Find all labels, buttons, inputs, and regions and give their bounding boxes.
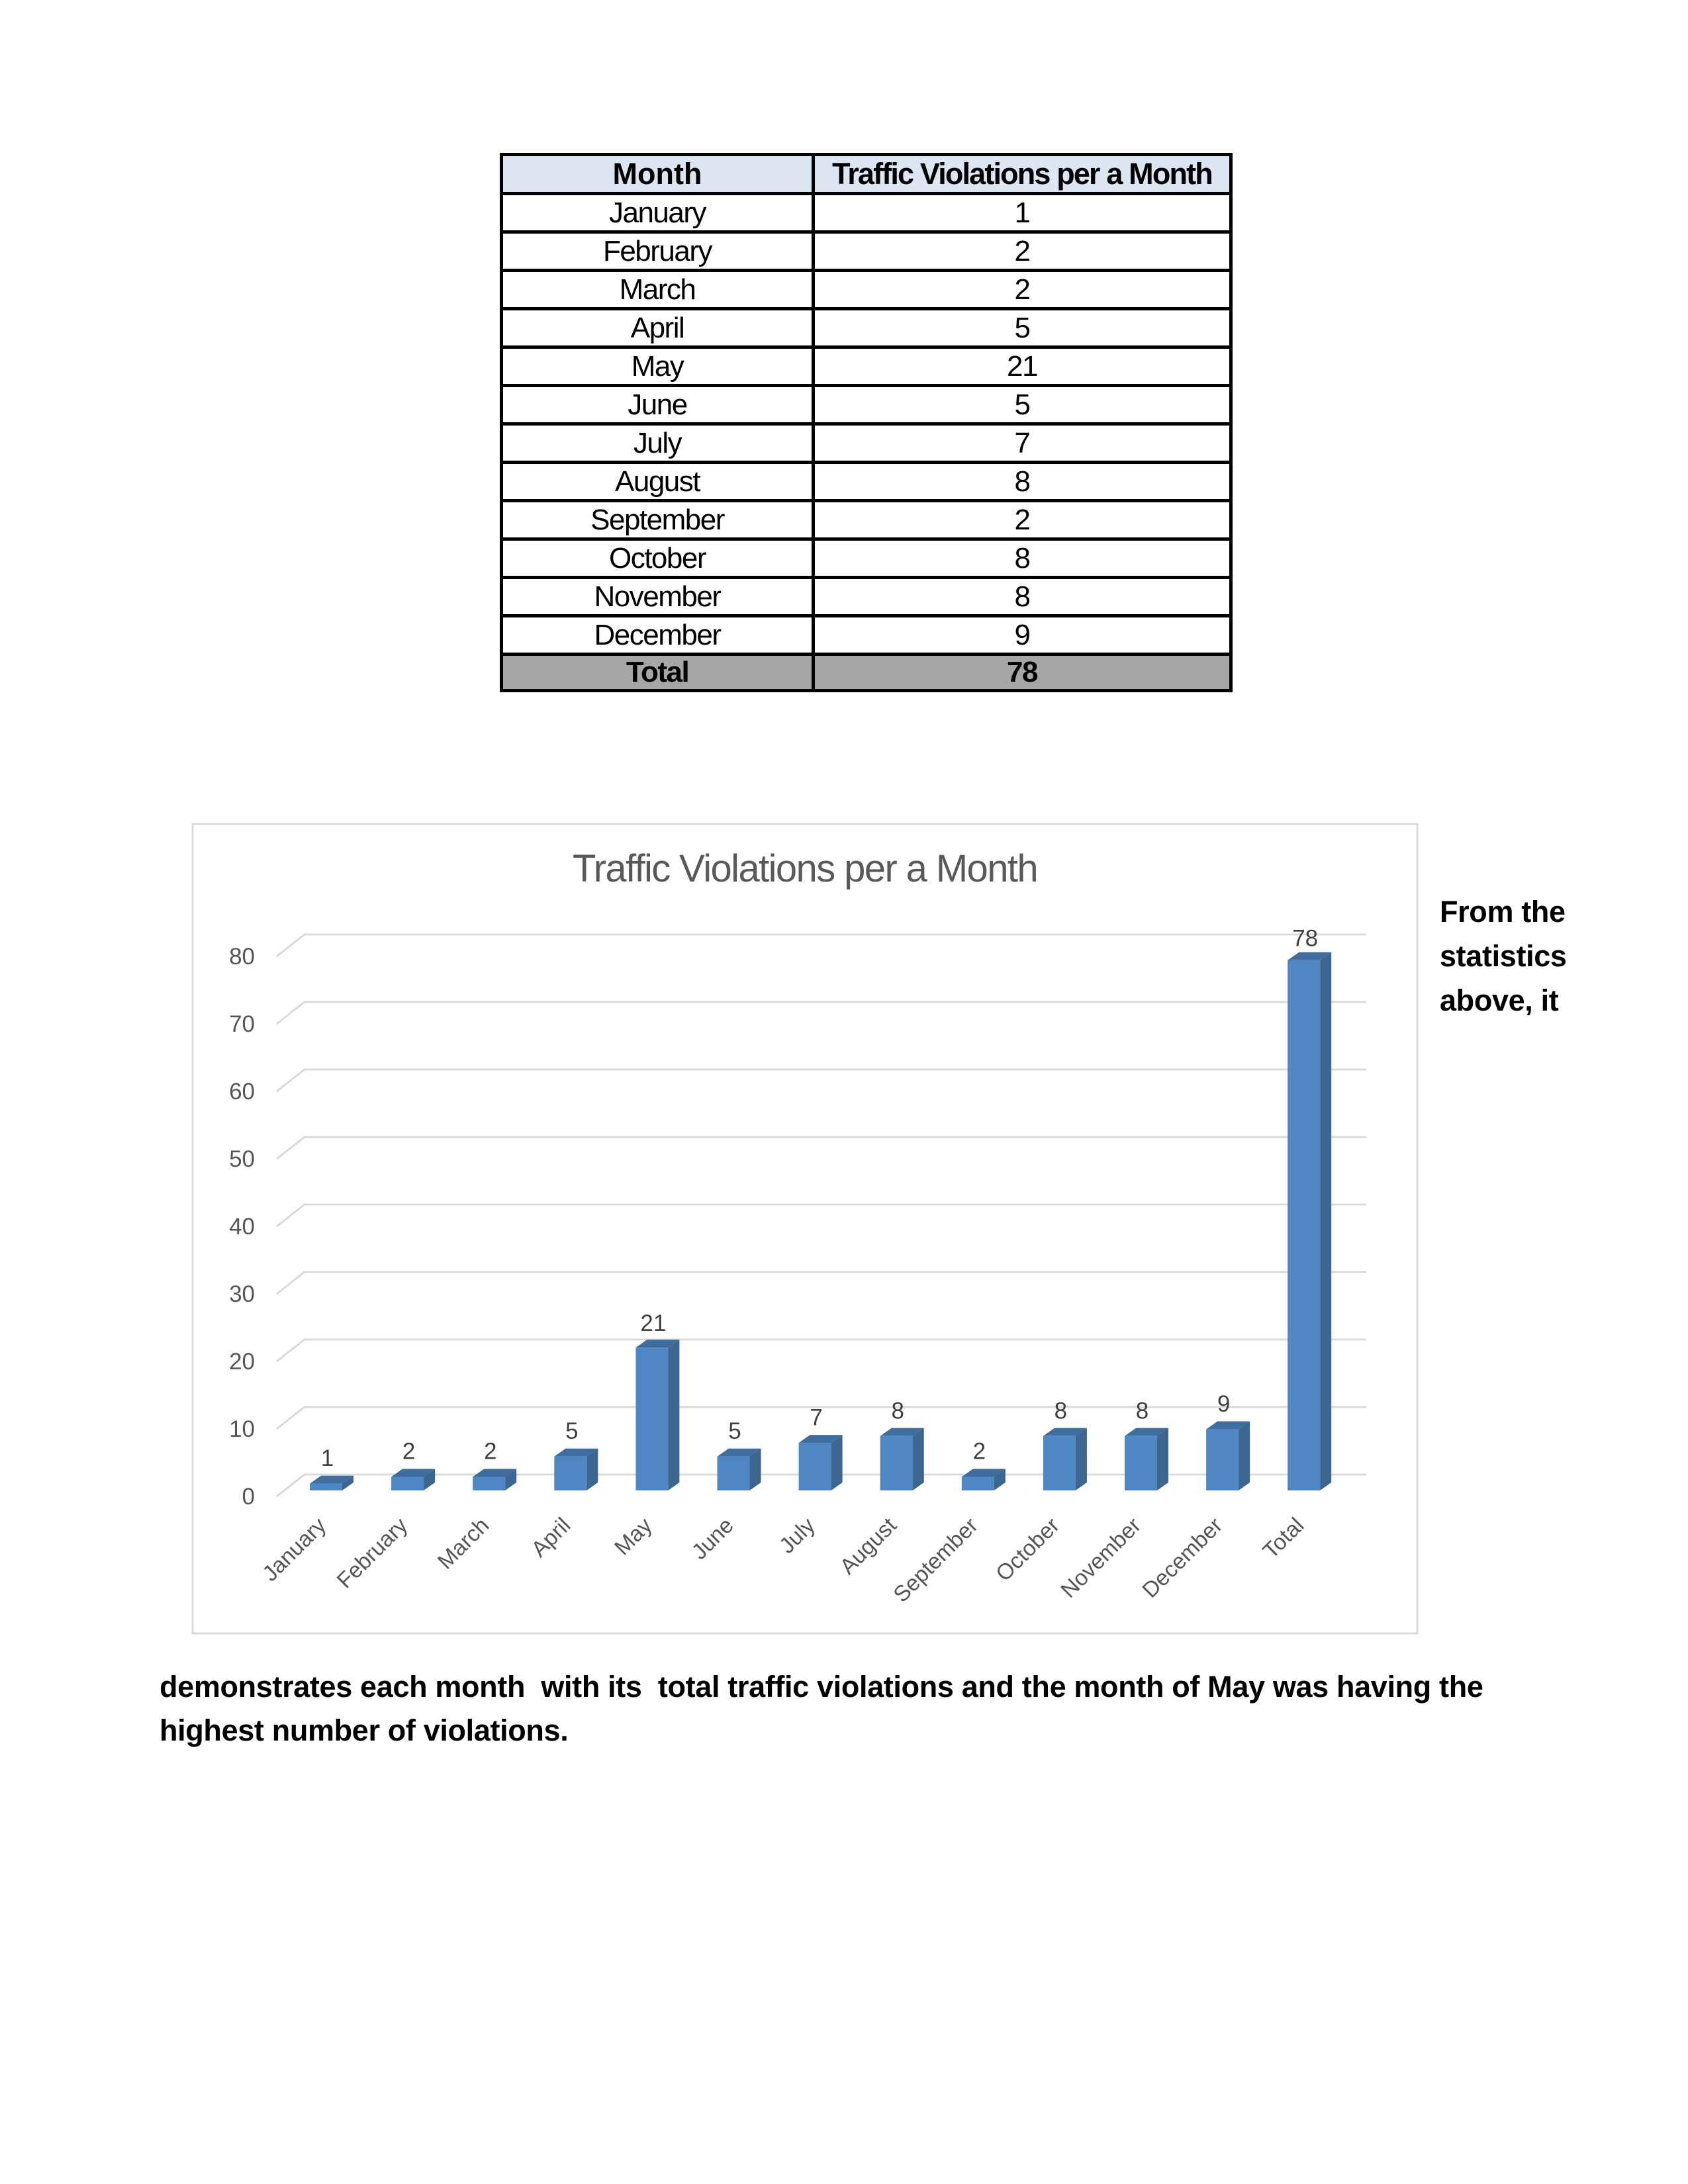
- svg-text:60: 60: [229, 1079, 255, 1105]
- svg-text:9: 9: [1217, 1391, 1230, 1417]
- svg-text:30: 30: [229, 1281, 255, 1307]
- svg-text:8: 8: [1055, 1398, 1067, 1424]
- svg-text:70: 70: [229, 1011, 255, 1037]
- svg-text:8: 8: [1136, 1398, 1149, 1424]
- svg-text:8: 8: [891, 1398, 904, 1424]
- svg-text:78: 78: [1292, 925, 1318, 951]
- svg-text:50: 50: [229, 1146, 255, 1172]
- svg-text:20: 20: [229, 1349, 255, 1375]
- svg-text:2: 2: [973, 1439, 986, 1465]
- svg-text:7: 7: [810, 1405, 822, 1431]
- svg-text:10: 10: [229, 1416, 255, 1442]
- svg-text:5: 5: [728, 1418, 741, 1444]
- svg-text:40: 40: [229, 1214, 255, 1240]
- svg-text:0: 0: [242, 1484, 255, 1510]
- svg-text:80: 80: [229, 944, 255, 970]
- svg-text:Traffic Violations per a Month: Traffic Violations per a Month: [573, 847, 1037, 890]
- svg-text:1: 1: [321, 1445, 334, 1471]
- svg-text:5: 5: [565, 1418, 578, 1444]
- svg-text:2: 2: [402, 1439, 415, 1465]
- svg-text:2: 2: [484, 1439, 496, 1465]
- svg-text:21: 21: [640, 1310, 666, 1336]
